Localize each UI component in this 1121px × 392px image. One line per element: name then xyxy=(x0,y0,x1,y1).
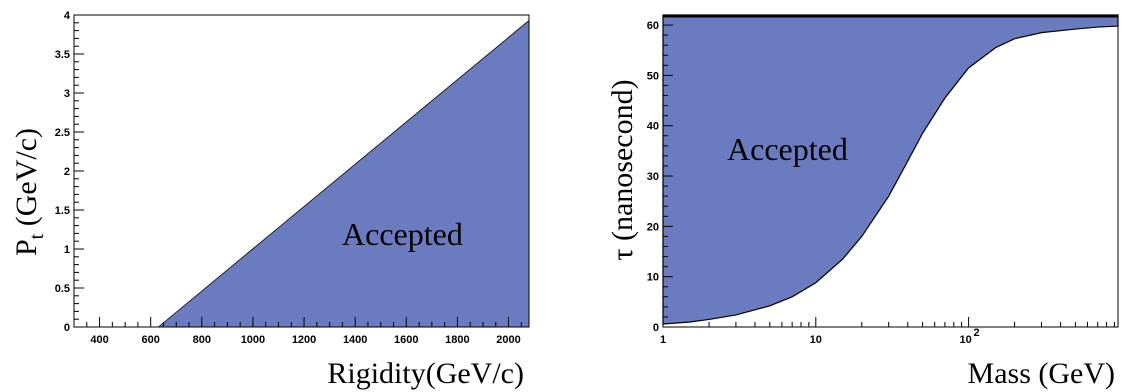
left-y-tick-label: 2 xyxy=(64,166,70,178)
right-x-tick-label: 1 xyxy=(660,334,666,346)
left-y-axis-title: Pt (GeV/c) xyxy=(10,128,48,256)
left-x-tick-label: 800 xyxy=(193,334,211,346)
left-y-tick-label: 4 xyxy=(64,10,71,22)
left-y-title-main: P xyxy=(10,239,43,256)
left-y-tick-label: 2.5 xyxy=(55,127,70,139)
left-x-tick-label: 600 xyxy=(142,334,160,346)
left-y-tick-label: 1 xyxy=(64,244,70,256)
left-x-tick-label: 1400 xyxy=(343,334,367,346)
left-chart: 400 600 800 1000 1200 1400 1600 1800 2000 0 0.5 1 1.… xyxy=(10,10,530,390)
right-x-tick-exponent: 2 xyxy=(974,327,980,339)
left-annotation: Accepted xyxy=(342,216,463,252)
left-y-tick-label: 3.5 xyxy=(55,49,70,61)
right-x-axis-title: Mass (GeV) xyxy=(968,357,1115,390)
right-y-axis-title: τ (nanosecond) xyxy=(606,79,639,260)
right-y-tick-label: 10 xyxy=(647,272,659,284)
left-y-tick-label: 3 xyxy=(64,88,70,100)
accepted-region-right xyxy=(662,14,1119,325)
left-x-tick-label: 1200 xyxy=(292,334,316,346)
right-x-tick-label: 10 xyxy=(959,334,971,346)
left-x-tick-label: 400 xyxy=(90,334,108,346)
right-y-tick-label: 40 xyxy=(647,121,659,133)
left-x-tick-label: 1800 xyxy=(445,334,469,346)
left-x-tick-label: 1000 xyxy=(241,334,265,346)
accepted-region-left xyxy=(157,19,530,328)
right-y-tick-label: 20 xyxy=(647,221,659,233)
left-y-title-sub: t xyxy=(26,233,48,239)
left-x-axis-title: Rigidity(GeV/c) xyxy=(327,357,524,390)
right-y-title-rest: (nanosecond) xyxy=(606,79,639,248)
right-y-title-main: τ xyxy=(606,249,639,261)
right-y-tick-label: 60 xyxy=(647,20,659,32)
left-x-tick-label: 1600 xyxy=(394,334,418,346)
left-y-tick-label: 0 xyxy=(64,322,70,334)
left-x-tick-label: 2000 xyxy=(496,334,520,346)
right-x-tick-label: 10 xyxy=(810,334,822,346)
left-y-title-rest: (GeV/c) xyxy=(10,128,43,234)
left-y-tick-label: 0.5 xyxy=(55,283,70,295)
left-ticks: 400 600 800 1000 1200 1400 1600 1800 2000 0 0.5 1 1.… xyxy=(55,10,522,346)
right-annotation: Accepted xyxy=(727,131,848,167)
right-y-tick-label: 50 xyxy=(647,70,659,82)
right-y-tick-label: 0 xyxy=(653,322,659,334)
right-y-tick-label: 30 xyxy=(647,171,659,183)
left-y-tick-label: 1.5 xyxy=(55,205,70,217)
